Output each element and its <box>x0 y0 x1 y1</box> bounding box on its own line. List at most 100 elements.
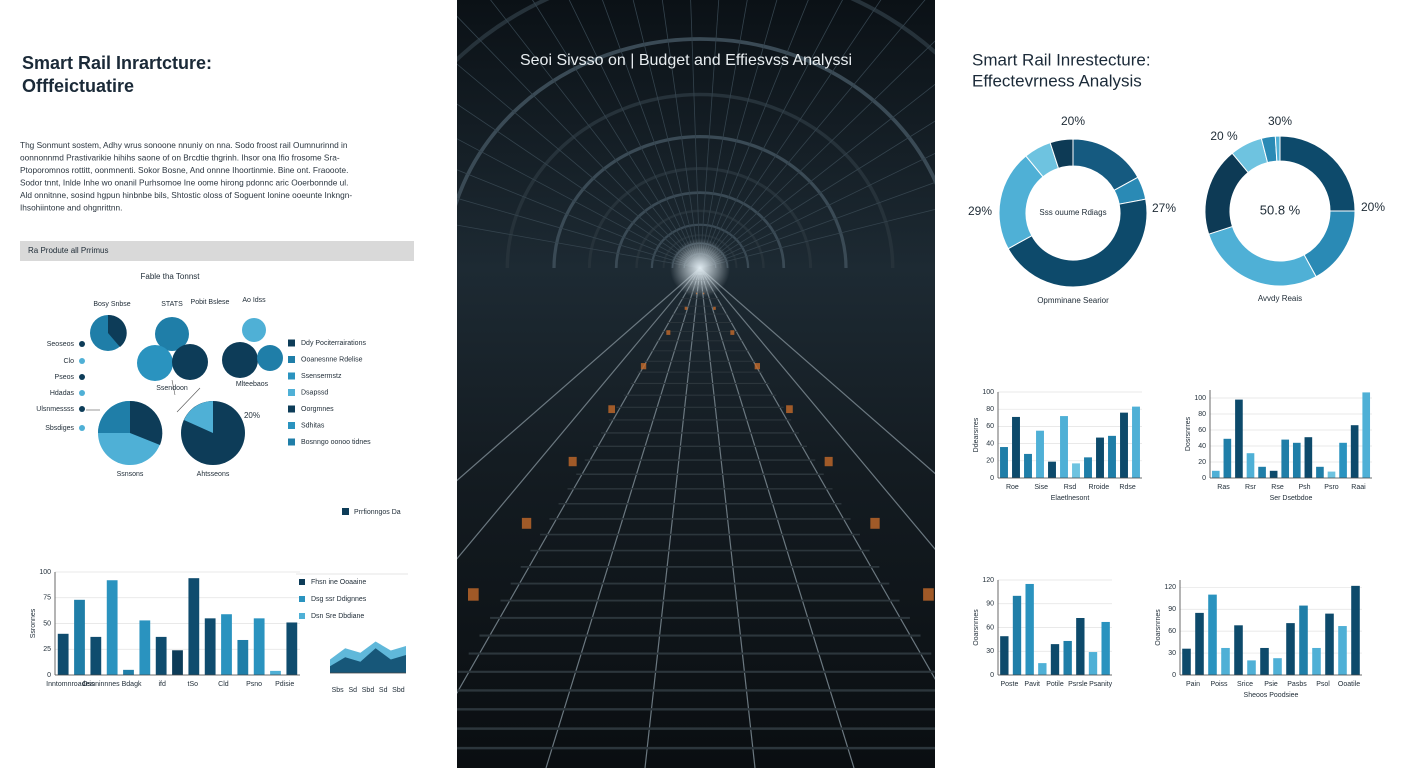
y-tick-label: 50 <box>43 620 51 627</box>
y-tick-label: 80 <box>986 406 994 413</box>
y-tick-label: 20 <box>1198 459 1206 466</box>
diagram-slice <box>98 401 130 433</box>
y-tick-label: 75 <box>43 595 51 602</box>
signal-light <box>754 363 760 370</box>
x-tick-label: Pasbs <box>1287 681 1307 688</box>
bar <box>1350 425 1359 478</box>
y-tick-label: 80 <box>1198 411 1206 418</box>
ceiling-beam <box>699 0 843 269</box>
ceiling-beam <box>699 152 935 269</box>
diagram-labels: Bosy Snbse STATS Pobit Bslese Ao Idss Seoseo… <box>36 297 371 478</box>
legend-swatch <box>288 372 295 380</box>
diagram-label: Pseos <box>55 374 75 381</box>
bar <box>1012 416 1020 478</box>
bar <box>1101 621 1110 675</box>
diagram-label: Seoseos <box>47 341 75 348</box>
diagram-label: Ao Idss <box>242 297 266 304</box>
bar <box>1304 437 1313 478</box>
bar <box>286 622 298 675</box>
diagram-label: Sbsdiges <box>45 425 74 432</box>
diagram-title: Fable tha Tonnst <box>140 272 200 281</box>
ceiling-beam <box>457 63 701 269</box>
y-tick-label: 20 <box>986 458 994 465</box>
diagram-label: Pobit Bslese <box>191 299 230 306</box>
rail <box>457 267 701 695</box>
ceiling-beam <box>699 182 935 269</box>
x-tick-label: Pdisie <box>275 681 294 688</box>
bar <box>1108 435 1116 478</box>
bar <box>1088 652 1098 675</box>
bar <box>1000 447 1008 478</box>
bar <box>1195 612 1204 675</box>
ceiling-beam <box>699 0 748 269</box>
ceiling-beam <box>699 0 926 269</box>
diagram-label: Bosy Snbse <box>93 301 130 308</box>
bar <box>1260 647 1269 675</box>
legend-swatch <box>288 356 295 363</box>
y-axis-title: Ooarsnrnes <box>973 609 980 646</box>
donut-label: 20% <box>1061 114 1085 128</box>
arch-rib <box>635 209 765 269</box>
diagram-circle <box>137 345 173 381</box>
bar <box>188 578 200 675</box>
donut-center: Sss ouume Rdiags <box>1039 208 1106 217</box>
ceiling-beam <box>699 0 809 269</box>
bar <box>1120 412 1128 478</box>
legend-label: Ddy Pociterrairations <box>301 340 366 347</box>
bar <box>1048 461 1056 478</box>
legend-label: Oorgmnes <box>301 406 334 413</box>
diagram-circle <box>172 344 208 380</box>
legend-tag: Prrfionngos Da <box>354 509 401 516</box>
y-tick-label: 0 <box>1172 672 1176 679</box>
bar <box>1211 470 1220 478</box>
bar <box>1325 613 1334 675</box>
y-tick-label: 100 <box>39 569 51 576</box>
bar <box>204 618 216 675</box>
x-tick-label: Rsd <box>1064 484 1077 491</box>
y-tick-label: 0 <box>1202 475 1206 482</box>
bar <box>1084 457 1092 478</box>
bar <box>221 614 232 675</box>
x-tick-label: Psie <box>1264 681 1278 688</box>
section-bar <box>20 241 414 261</box>
paragraph: Thg Sonmunt sostem, Adhy wrus sonoone nn… <box>20 140 352 213</box>
x-tick-label: Srice <box>1237 681 1253 688</box>
y-tick-label: 0 <box>990 475 994 482</box>
bar <box>1050 644 1060 675</box>
bar <box>1316 466 1324 478</box>
paragraph-line: Ald onnitnne, sosind hgpun hinbnbe bils,… <box>20 190 352 200</box>
donut-caption: Avvdy Reais <box>1258 294 1302 303</box>
x-tick-label: tSo <box>188 681 199 688</box>
x-tick-label: Rroide <box>1088 484 1109 491</box>
y-tick-label: 100 <box>982 389 994 396</box>
bar <box>57 633 69 675</box>
rail <box>644 267 701 768</box>
legend-label: Ooanesnne Rdelise <box>301 356 363 363</box>
diagram-dot <box>79 358 85 364</box>
diagram-dot <box>79 341 85 347</box>
donut-label: 30% <box>1268 114 1292 128</box>
y-tick-label: 30 <box>986 648 994 655</box>
bar <box>1292 442 1301 478</box>
paragraph-line: Ihsohiintone and ohgnrittnn. <box>20 203 122 213</box>
y-tick-label: 90 <box>1168 606 1176 613</box>
diagram-circle <box>242 318 266 342</box>
x-tick-label: Sbd <box>362 687 375 694</box>
legend-swatch <box>288 438 295 446</box>
diagram-label: Ssendoon <box>156 385 188 392</box>
bar <box>74 599 85 675</box>
bar <box>172 650 183 675</box>
diagram-circle <box>222 342 258 378</box>
x-tick-label: Ras <box>1217 484 1230 491</box>
x-tick-label: Psanity <box>1089 681 1112 688</box>
signal-light <box>730 330 735 335</box>
x-tick-label: Psol <box>1316 681 1330 688</box>
bar <box>1327 471 1336 478</box>
diagram-label: Clo <box>63 358 74 365</box>
donut-label: 20 % <box>1210 129 1238 143</box>
y-tick-label: 25 <box>43 646 51 653</box>
bar <box>237 639 249 675</box>
donut-segment <box>1007 198 1148 288</box>
